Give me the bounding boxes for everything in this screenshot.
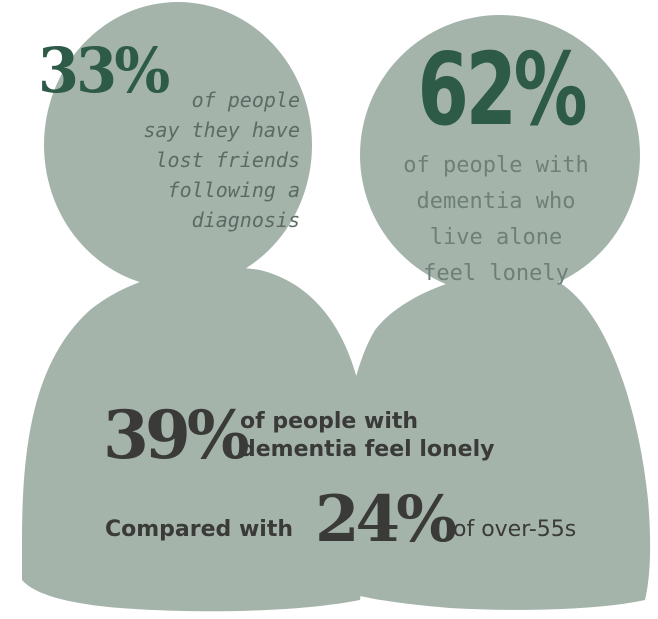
comparison-prefix: Compared with <box>105 517 293 542</box>
comparison-suffix: of over-55s <box>453 517 577 542</box>
stat2-percent: 62% <box>417 31 588 148</box>
stat1-description: of people say they have lost friends fol… <box>143 88 300 232</box>
right-person-head <box>360 15 640 295</box>
comparison-percent: 24% <box>315 482 457 557</box>
stat3-percent: 39% <box>103 396 250 474</box>
stat2-description: of people with dementia who live alone f… <box>403 153 589 286</box>
right-person-body <box>338 271 651 610</box>
stat3-description: of people with dementia feel lonely <box>240 409 495 462</box>
left-person-body <box>22 267 369 612</box>
left-person-head <box>44 2 312 288</box>
stat1-percent: 33% <box>38 34 170 107</box>
